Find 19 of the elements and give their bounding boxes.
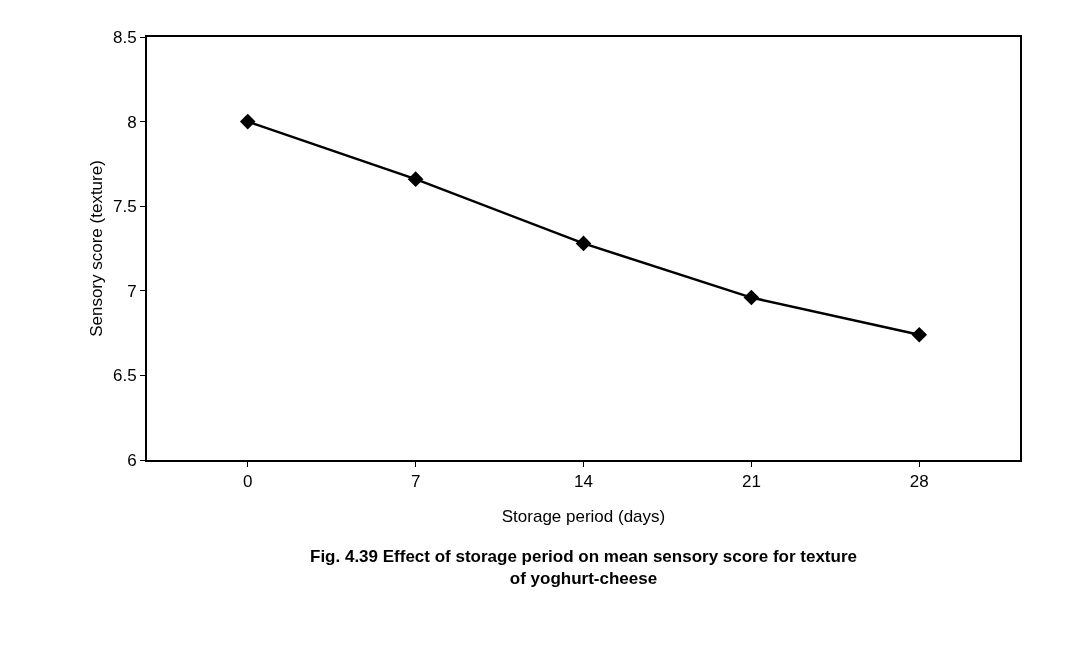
y-axis-title: Sensory score (texture) bbox=[87, 160, 106, 337]
point bbox=[911, 326, 928, 343]
x-tick-label: 0 bbox=[243, 472, 253, 492]
x-axis-title: Storage period (days) bbox=[501, 507, 666, 526]
y-tick-label: 7 bbox=[127, 281, 137, 301]
x-tick-label: 14 bbox=[574, 472, 593, 492]
y-tick-label: 8 bbox=[127, 112, 137, 132]
point bbox=[239, 113, 256, 130]
y-tick-label: 7.5 bbox=[112, 197, 137, 217]
x-tick-label: 21 bbox=[741, 472, 761, 492]
y-tick-label: 6.5 bbox=[112, 366, 137, 386]
y-tick-label: 6 bbox=[127, 450, 137, 470]
x-tick-label: 7 bbox=[410, 472, 421, 492]
point bbox=[743, 289, 760, 306]
y-tick-label: 8.5 bbox=[112, 27, 137, 47]
caption: Fig. 4.39 Effect of storage period on mean sensory score for texture of yoghurt-cheese bbox=[310, 547, 857, 589]
x-tick-label: 28 bbox=[909, 472, 929, 492]
point bbox=[575, 235, 592, 252]
point bbox=[407, 171, 424, 187]
